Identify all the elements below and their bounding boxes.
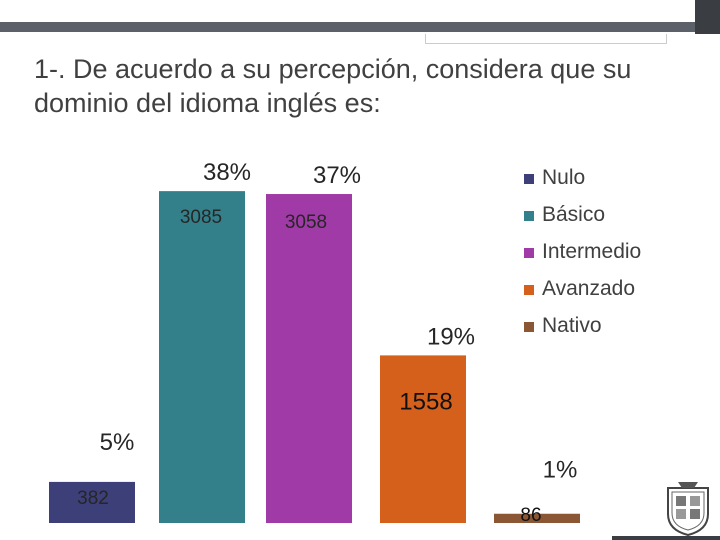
slide-header-band bbox=[0, 22, 720, 32]
legend-label: Nulo bbox=[542, 166, 586, 189]
legend-label: Básico bbox=[542, 203, 606, 226]
bar-básico bbox=[159, 191, 245, 523]
legend-label: Nativo bbox=[542, 314, 602, 337]
percent-label-intermedio: 37% bbox=[313, 162, 361, 189]
percent-label-avanzado: 19% bbox=[427, 323, 475, 350]
legend-swatch bbox=[524, 248, 534, 258]
legend-label: Intermedio bbox=[542, 240, 642, 263]
slide-corner-line bbox=[612, 536, 720, 540]
value-label-básico: 3085 bbox=[180, 207, 222, 228]
legend-swatch bbox=[524, 285, 534, 295]
bar-nulo bbox=[49, 481, 135, 523]
value-label-nativo: 86 bbox=[520, 505, 541, 526]
percent-label-básico: 38% bbox=[203, 159, 251, 186]
slide-title: 1-. De acuerdo a su percepción, consider… bbox=[34, 54, 632, 118]
value-label-nulo: 382 bbox=[77, 488, 109, 509]
percent-label-nulo: 5% bbox=[100, 429, 135, 456]
bar-nativo bbox=[494, 513, 580, 523]
value-label-avanzado: 1558 bbox=[399, 388, 452, 415]
slide-header-corner bbox=[695, 0, 720, 34]
bar-avanzado bbox=[380, 355, 466, 523]
legend-swatch bbox=[524, 322, 534, 332]
slide-top-bar bbox=[0, 0, 720, 22]
legend-swatch bbox=[524, 174, 534, 184]
bar-intermedio bbox=[266, 194, 352, 524]
percent-label-nativo: 1% bbox=[543, 457, 578, 484]
value-label-intermedio: 3058 bbox=[285, 212, 327, 233]
university-seal-icon bbox=[667, 482, 709, 536]
legend-swatch bbox=[524, 211, 534, 221]
legend-label: Avanzado bbox=[542, 277, 636, 300]
slide-header-tab bbox=[425, 34, 667, 44]
